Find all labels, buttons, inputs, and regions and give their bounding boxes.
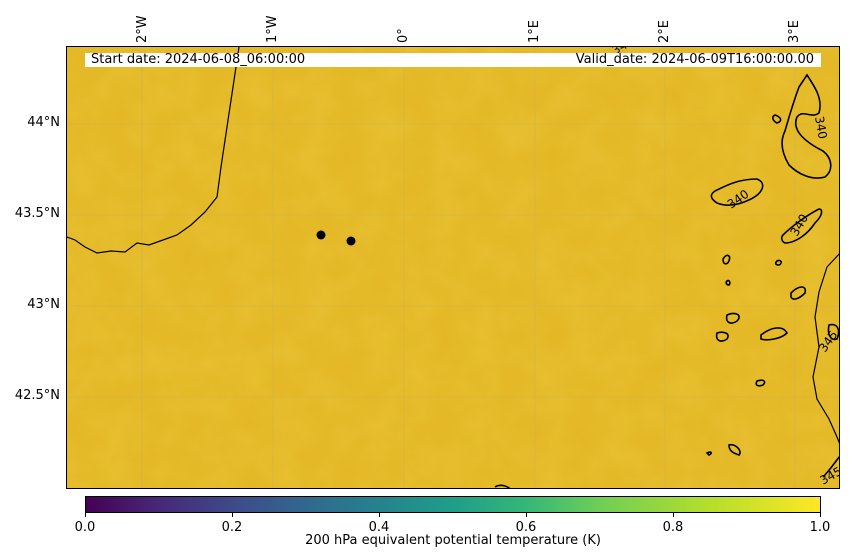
- lon-label: 2°W: [135, 15, 150, 43]
- lat-label: 43.5°N: [14, 206, 60, 221]
- colorbar-tick: [379, 513, 380, 517]
- lon-label: 1°W: [265, 15, 280, 43]
- lon-label: 3°E: [787, 20, 802, 43]
- gridlines: [67, 47, 839, 488]
- valid-date-label: Valid_date: 2024-06-09T16:00:00.00: [575, 52, 814, 67]
- lon-label: 2°E: [657, 20, 672, 43]
- contours: [494, 73, 839, 488]
- field-texture: [67, 47, 839, 488]
- colorbar-tick-label: 1.0: [809, 520, 831, 535]
- coastline-west: [67, 47, 240, 254]
- contour-label: 340: [610, 47, 637, 58]
- location-marker: [346, 236, 356, 246]
- colorbar-tick-label: 0.8: [662, 520, 684, 535]
- lon-label: 0°: [396, 28, 411, 43]
- colorbar-tick: [85, 513, 86, 517]
- map-frame: 340 340 340 340 345 345: [66, 46, 840, 489]
- colorbar-tick-label: 0.0: [74, 520, 96, 535]
- lat-label: 43°N: [27, 297, 60, 312]
- colorbar-tick-label: 0.4: [368, 520, 390, 535]
- colorbar-tick: [526, 513, 527, 517]
- location-marker: [316, 230, 326, 240]
- coastline-east: [812, 253, 839, 444]
- lon-label: 1°E: [527, 20, 542, 43]
- colorbar-title: 200 hPa equivalent potential temperature…: [305, 533, 601, 548]
- colorbar-tick: [232, 513, 233, 517]
- colorbar-tick: [673, 513, 674, 517]
- lat-label: 42.5°N: [14, 388, 60, 403]
- map-canvas: 340 340 340 340 345 345: [67, 47, 839, 488]
- colorbar-tick: [820, 513, 821, 517]
- colorbar-tick-label: 0.6: [515, 520, 537, 535]
- start-date-label: Start date: 2024-06-08_06:00:00: [91, 52, 306, 67]
- colorbar: [85, 496, 821, 513]
- lat-label: 44°N: [27, 115, 60, 130]
- contour-label: 340: [812, 115, 830, 140]
- info-bar: Start date: 2024-06-08_06:00:00 Valid_da…: [85, 53, 821, 67]
- colorbar-tick-label: 0.2: [221, 520, 243, 535]
